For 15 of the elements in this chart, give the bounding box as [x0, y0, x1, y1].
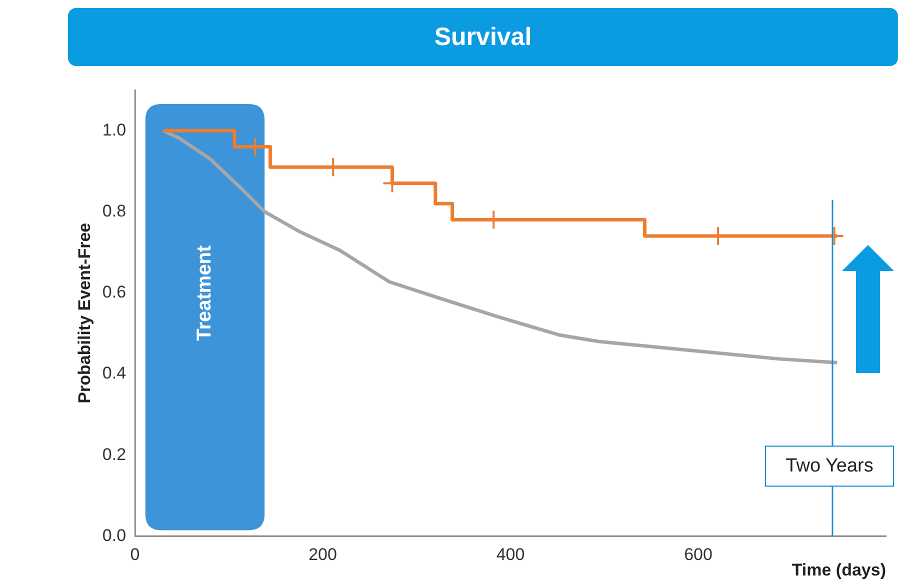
y-axis-title: Probability Event-Free	[74, 222, 94, 404]
y-tick-label: 0.4	[102, 364, 126, 383]
y-tick-label: 0.2	[102, 444, 126, 464]
x-tick-label: 600	[684, 545, 712, 564]
x-tick-label: 0	[130, 545, 140, 564]
band-label: Treatment	[193, 244, 216, 341]
x-axis-title: Time (days)	[792, 560, 886, 580]
y-tick-label: 0.0	[102, 526, 126, 545]
x-tick-label: 200	[308, 545, 337, 564]
chart-title: Survival	[68, 8, 898, 66]
x-tick-label: 400	[496, 545, 525, 564]
y-tick-label: 0.6	[102, 282, 126, 302]
y-tick-label: 1.0	[102, 120, 126, 140]
y-tick-label: 0.8	[102, 201, 126, 220]
ref-line-label: Two Years	[786, 455, 874, 476]
